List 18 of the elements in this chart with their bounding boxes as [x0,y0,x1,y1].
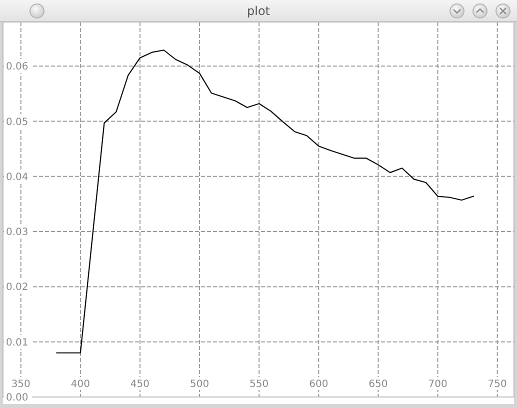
y-tick-label: 0.05 [6,116,28,128]
y-tick-label: 0.00 [6,392,28,404]
x-tick-label: 500 [190,379,210,390]
x-tick-label: 450 [130,379,150,390]
y-tick-label: 0.03 [6,227,28,238]
y-tick-label: 0.01 [6,337,28,348]
x-tick-label: 400 [70,379,90,390]
x-tick-label: 600 [309,379,328,390]
x-tick-label: 550 [250,379,269,390]
x-tick-label: 650 [368,379,388,390]
y-tick-label: 0.06 [6,62,28,73]
x-tick-label: 350 [11,379,30,390]
line-series [56,50,474,354]
x-tick-label: 750 [488,379,507,390]
y-tick-label: 0.02 [6,282,28,294]
chart-title: plot [247,4,270,18]
y-tick-label: 0.04 [6,172,28,183]
x-tick-label: 700 [428,379,448,390]
